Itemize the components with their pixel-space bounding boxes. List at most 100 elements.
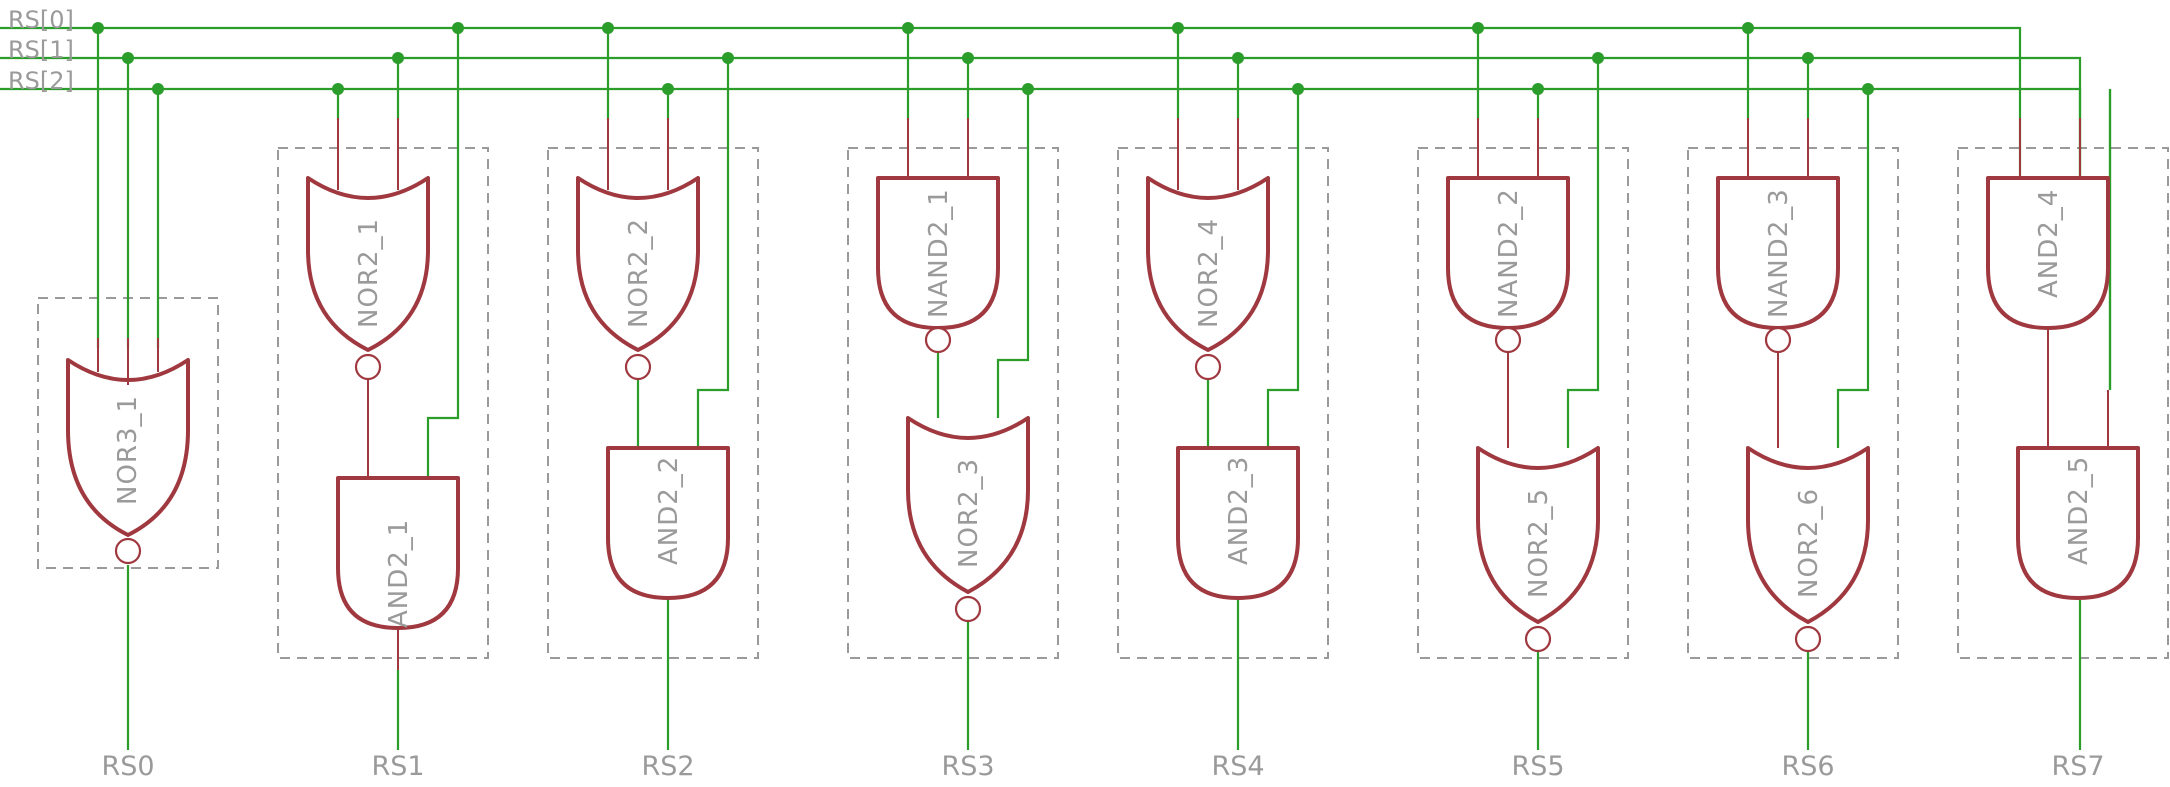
- gate-nor2-3: NOR2_3: [906, 416, 1030, 623]
- nor-gate-body: [1146, 176, 1270, 352]
- gate-nor2-1: NOR2_1: [306, 118, 430, 478]
- junction-dot: [1292, 83, 1304, 95]
- gate-label: NOR2_5: [1524, 488, 1554, 598]
- gate-and2-2: AND2_2: [606, 446, 730, 600]
- output-label-rs2: RS2: [641, 751, 694, 782]
- gate-label: AND2_3: [1224, 456, 1254, 565]
- gate-label: NOR2_2: [624, 218, 654, 328]
- wire: [1566, 58, 1600, 448]
- bus-line-rs0: [0, 26, 2022, 180]
- nor-gate-body: [906, 416, 1030, 594]
- gate-nor3-1: NOR3_1: [66, 338, 190, 565]
- junction-dot: [392, 52, 404, 64]
- wires: [96, 28, 2112, 750]
- inversion-bubble: [924, 326, 952, 354]
- inversion-bubble: [954, 595, 982, 623]
- frame-rs3: [847, 147, 1059, 659]
- wire: [996, 89, 1030, 418]
- frame-rs4: [1117, 147, 1329, 659]
- module-frames: [37, 147, 2169, 659]
- and-gate-body: [1176, 446, 1300, 600]
- gate-label: NAND2_3: [1764, 188, 1794, 318]
- junction-dot: [722, 52, 734, 64]
- wire: [426, 28, 460, 478]
- inversion-bubble: [114, 537, 142, 565]
- gate-and2-1: AND2_1: [336, 476, 460, 670]
- bus-line-rs1: [0, 56, 2082, 180]
- nor-gate-body: [306, 176, 430, 352]
- inversion-bubble: [1764, 326, 1792, 354]
- and-gate-body: [1986, 176, 2110, 330]
- gate-nor2-4: NOR2_4: [1146, 118, 1270, 381]
- gate-label: NAND2_2: [1494, 188, 1524, 318]
- gate-nand2-1: NAND2_1: [876, 118, 1000, 354]
- junction-dot: [1592, 52, 1604, 64]
- and-gate-body: [606, 446, 730, 600]
- output-label-rs5: RS5: [1511, 751, 1564, 782]
- output-label-rs4: RS4: [1211, 751, 1264, 782]
- gate-nor2-2: NOR2_2: [576, 118, 700, 381]
- output-label-rs0: RS0: [101, 751, 154, 782]
- bus-label-rs2: RS[2]: [8, 67, 74, 95]
- junctions: [92, 22, 1874, 95]
- junction-dot: [122, 52, 134, 64]
- junction-dot: [1022, 83, 1034, 95]
- gate-label: AND2_5: [2064, 456, 2094, 565]
- wire: [696, 58, 730, 448]
- junction-dot: [452, 22, 464, 34]
- gate-label: NOR2_4: [1194, 218, 1224, 328]
- bus-line-rs2: [0, 87, 2082, 180]
- junction-dot: [602, 22, 614, 34]
- frame-rs7: [1957, 147, 2169, 659]
- gate-label: NOR3_1: [113, 395, 143, 505]
- gate-and2-4: AND2_4: [1986, 118, 2110, 448]
- bus-label-rs1: RS[1]: [8, 36, 74, 64]
- nor-gate-body: [66, 358, 190, 537]
- output-labels: RS0 RS1 RS2 RS3 RS4 RS5 RS6 RS7: [101, 751, 2104, 782]
- junction-dot: [1532, 83, 1544, 95]
- nor-gate-body: [1476, 446, 1600, 624]
- gate-label: NOR2_1: [354, 218, 384, 328]
- frame-rs5: [1417, 147, 1629, 659]
- gate-nor2-5: NOR2_5: [1476, 446, 1600, 653]
- gate-nand2-3: NAND2_3: [1716, 118, 1840, 448]
- gate-and2-3: AND2_3: [1176, 446, 1300, 600]
- nor-gate-body: [1746, 446, 1870, 624]
- inversion-bubble: [1524, 625, 1552, 653]
- wire: [1836, 89, 1870, 448]
- gate-nand2-2: NAND2_2: [1446, 118, 1570, 448]
- junction-dot: [1802, 52, 1814, 64]
- junction-dot: [1472, 22, 1484, 34]
- inversion-bubble: [1494, 326, 1522, 354]
- gate-label: NAND2_1: [924, 188, 954, 318]
- junction-dot: [152, 83, 164, 95]
- junction-dot: [1742, 22, 1754, 34]
- output-label-rs7: RS7: [2051, 751, 2104, 782]
- inversion-bubble: [1194, 353, 1222, 381]
- junction-dot: [662, 83, 674, 95]
- output-label-rs6: RS6: [1781, 751, 1834, 782]
- gate-nor2-6: NOR2_6: [1746, 446, 1870, 653]
- frame-rs6: [1687, 147, 1899, 659]
- and-gate-body: [2016, 446, 2140, 600]
- junction-dot: [92, 22, 104, 34]
- gate-label: NOR2_3: [954, 458, 984, 568]
- junction-dot: [902, 22, 914, 34]
- bus-lines: [0, 26, 2082, 180]
- gate-label: NOR2_6: [1794, 488, 1824, 598]
- inversion-bubble: [1794, 625, 1822, 653]
- bus-label-rs0: RS[0]: [8, 6, 74, 34]
- junction-dot: [1232, 52, 1244, 64]
- wire: [1266, 89, 1300, 448]
- gate-label: AND2_4: [2034, 189, 2064, 298]
- frame-rs2: [547, 147, 759, 659]
- gate-and2-5: AND2_5: [2016, 390, 2140, 600]
- junction-dot: [332, 83, 344, 95]
- gate-label: AND2_1: [384, 519, 414, 628]
- output-label-rs3: RS3: [941, 751, 994, 782]
- junction-dot: [1172, 22, 1184, 34]
- gate-label: AND2_2: [654, 456, 684, 565]
- output-label-rs1: RS1: [371, 751, 424, 782]
- junction-dot: [1862, 83, 1874, 95]
